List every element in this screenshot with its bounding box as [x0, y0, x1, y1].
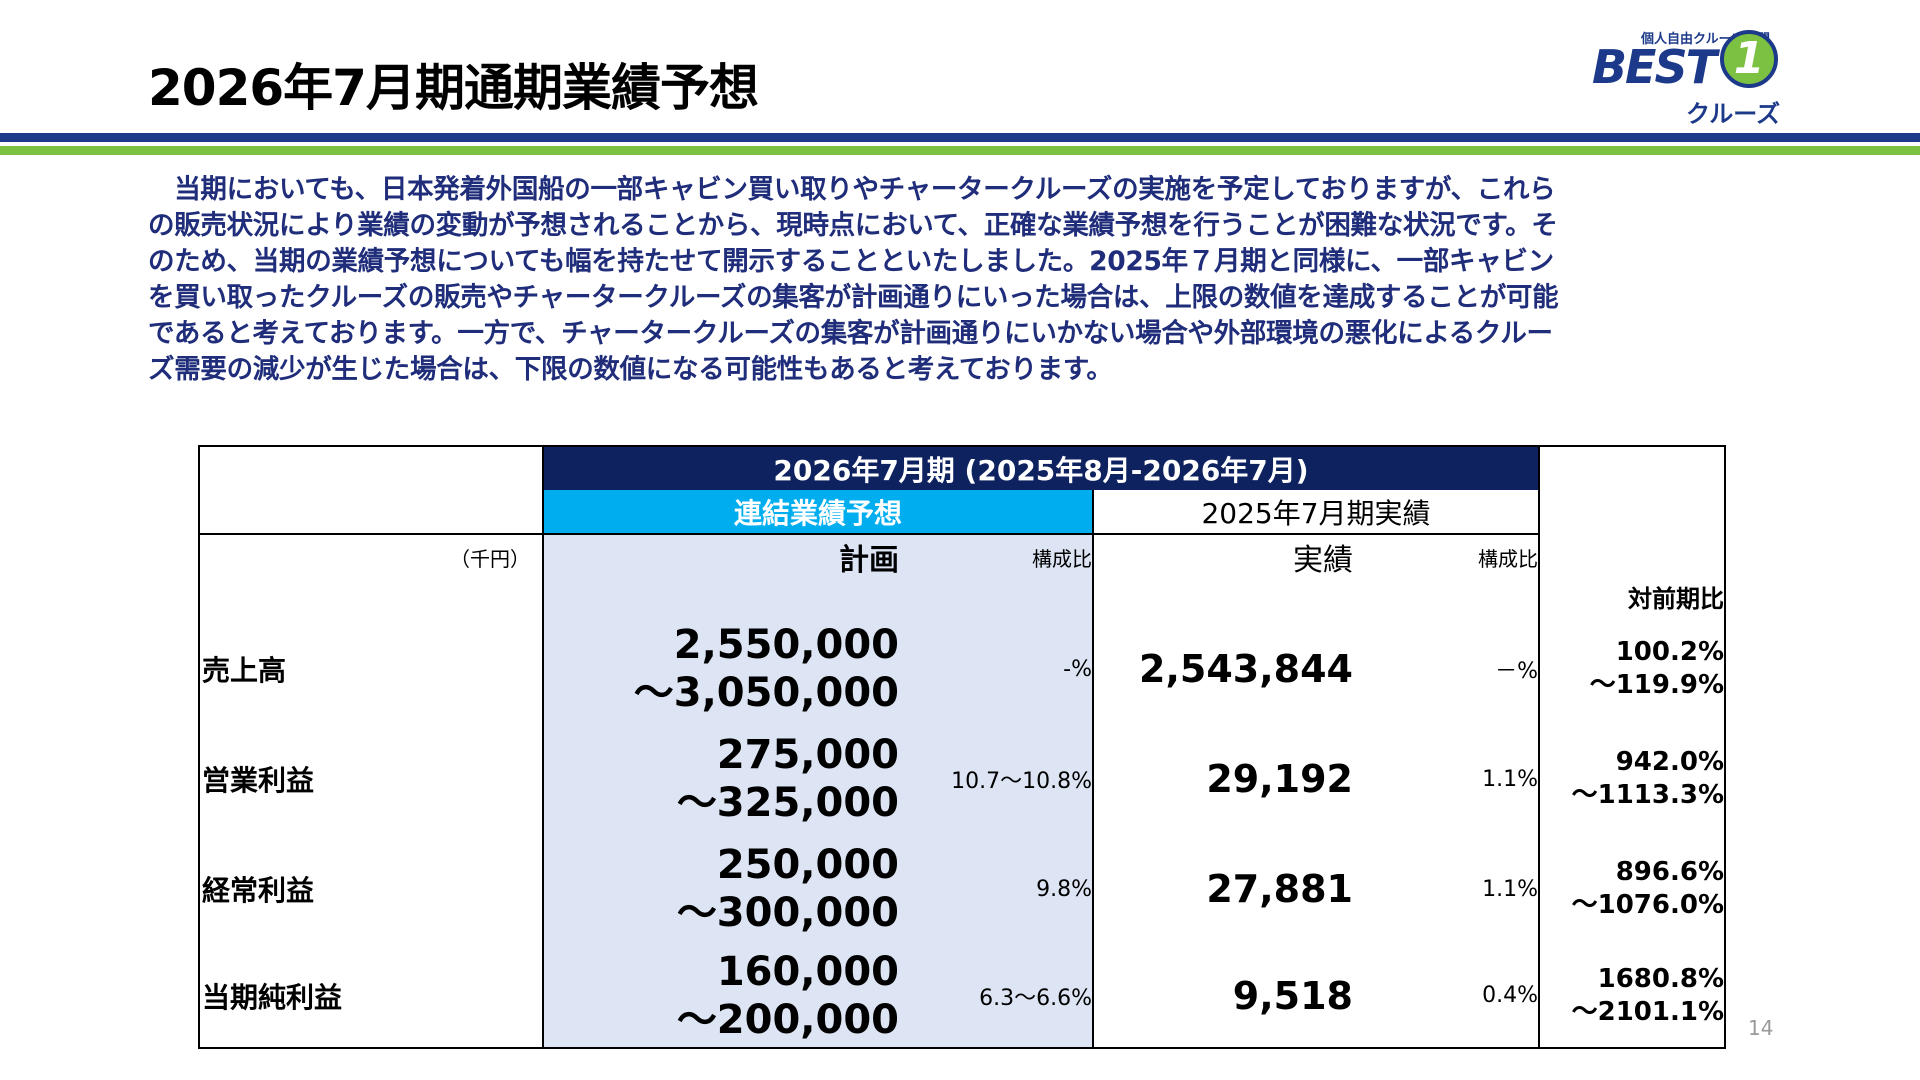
actual-ratio: 1.1% [1482, 876, 1538, 902]
yoy-value: 896.6% ～1076.0% [1538, 834, 1726, 944]
actual-value: 9,518 [1092, 944, 1373, 1049]
paragraph-line: 当期においても、日本発着外国船の一部キャビン買い取りやチャータークルーズの実施を… [148, 174, 1556, 205]
plan-ratio: 9.8% [903, 834, 1093, 944]
yoy-upper: ～1113.3% [1571, 780, 1724, 810]
plan-upper: ～3,050,000 [633, 670, 899, 716]
col-actual-header: 実績 [1092, 533, 1373, 579]
table-row-net-income: 当期純利益 160,000 ～200,000 6.3～6.6% 9,518 0.4… [198, 944, 1726, 1049]
plan-upper: ～300,000 [676, 890, 899, 936]
plan-value: 250,000 ～300,000 [543, 834, 903, 944]
paragraph-line: を買い取ったクルーズの販売やチャータークルーズの集客が計画通りにいった場合は、上… [148, 282, 1559, 313]
yoy-value: 942.0% ～1113.3% [1538, 724, 1726, 834]
plan-value: 275,000 ～325,000 [543, 724, 903, 834]
yoy-lower: 100.2% [1615, 637, 1724, 667]
table-row-ordinary-income: 経常利益 250,000 ～300,000 9.8% 27,881 1.1% 89… [198, 834, 1726, 944]
paragraph-line: ズ需要の減少が生じた場合は、下限の数値になる可能性もあると考えております。 [148, 354, 1113, 385]
actual-header: 2025年7月期実績 [1092, 490, 1539, 534]
plan-lower: 2,550,000 [673, 622, 899, 668]
explanation-paragraph: 当期においても、日本発着外国船の一部キャビン買い取りやチャータークルーズの実施を… [148, 172, 1778, 388]
spacer [198, 579, 544, 614]
spacer [543, 579, 903, 614]
forecast-header: 連結業績予想 [543, 490, 1093, 534]
yoy-upper: ～1076.0% [1571, 890, 1724, 920]
plan-ratio: -% [903, 614, 1093, 724]
logo-one-badge: 1 [1720, 30, 1778, 88]
yoy-lower: 896.6% [1615, 857, 1724, 887]
paragraph-line: であると考えております。一方で、チャータークルーズの集客が計画通りにいかない場合… [148, 318, 1553, 349]
spacer [1092, 579, 1373, 614]
unit-label: （千円） [198, 533, 544, 579]
plan-ratio: 10.7～10.8% [903, 724, 1093, 834]
actual-value: 2,543,844 [1092, 614, 1373, 724]
spacer [903, 579, 1093, 614]
plan-lower: 275,000 [716, 732, 899, 778]
logo-best-text: BEST [1592, 40, 1717, 94]
unit-header-cell [198, 445, 544, 534]
yoy-lower: 1680.8% [1597, 963, 1724, 994]
yoy-upper: ～119.9% [1589, 670, 1724, 700]
col-ratio2-header: 構成比 [1373, 533, 1539, 579]
col-ratio-header: 構成比 [903, 533, 1093, 579]
actual-value: 27,881 [1092, 834, 1373, 944]
plan-value: 2,550,000 ～3,050,000 [543, 614, 903, 724]
yoy-header-spacer [1538, 445, 1726, 579]
col-yoy-header: 対前期比 [1538, 579, 1726, 614]
yoy-upper: ～2101.1% [1571, 996, 1724, 1027]
row-label: 当期純利益 [198, 944, 544, 1049]
yoy-lower: 942.0% [1615, 747, 1724, 777]
forecast-table: 2026年7月期 (2025年8月-2026年7月) 連結業績予想 2025年7… [198, 445, 1726, 1049]
actual-ratio: 1.1% [1482, 766, 1538, 792]
actual-value: 29,192 [1092, 724, 1373, 834]
header-divider-green [0, 146, 1920, 155]
table-row-sales: 売上高 2,550,000 ～3,050,000 -% 2,543,844 －% … [198, 614, 1726, 724]
table-row-operating-income: 営業利益 275,000 ～325,000 10.7～10.8% 29,192 1… [198, 724, 1726, 834]
yoy-value: 1680.8% ～2101.1% [1538, 944, 1726, 1049]
actual-ratio: 0.4% [1373, 944, 1539, 1049]
paragraph-line: のため、当期の業績予想についても幅を持たせて開示することといたしました。2025… [148, 246, 1554, 277]
plan-ratio: 6.3～6.6% [903, 944, 1093, 1049]
page-number: 14 [1748, 1016, 1774, 1040]
row-label: 売上高 [198, 614, 544, 724]
paragraph-line: の販売状況により業績の変動が予想されることから、現時点において、正確な業績予想を… [148, 210, 1558, 241]
plan-upper: ～325,000 [676, 780, 899, 826]
row-label: 営業利益 [198, 724, 544, 834]
row-label: 経常利益 [198, 834, 544, 944]
page-title: 2026年7月期通期業績予想 [148, 59, 759, 117]
header-divider-blue [0, 133, 1920, 142]
actual-ratio: －% [1495, 659, 1538, 684]
yoy-value: 100.2% ～119.9% [1538, 614, 1726, 724]
period-header: 2026年7月期 (2025年8月-2026年7月) [543, 445, 1539, 490]
plan-upper: ～200,000 [676, 996, 899, 1043]
plan-lower: 250,000 [716, 842, 899, 888]
col-plan-header: 計画 [543, 533, 903, 579]
spacer [1373, 579, 1539, 614]
logo-cruise-text: クルーズ [1686, 100, 1781, 128]
plan-lower: 160,000 [716, 948, 899, 995]
plan-value: 160,000 ～200,000 [543, 944, 903, 1049]
best1-cruise-logo: 個人自由クルーズ専門 BEST 1 クルーズ [1590, 28, 1790, 128]
